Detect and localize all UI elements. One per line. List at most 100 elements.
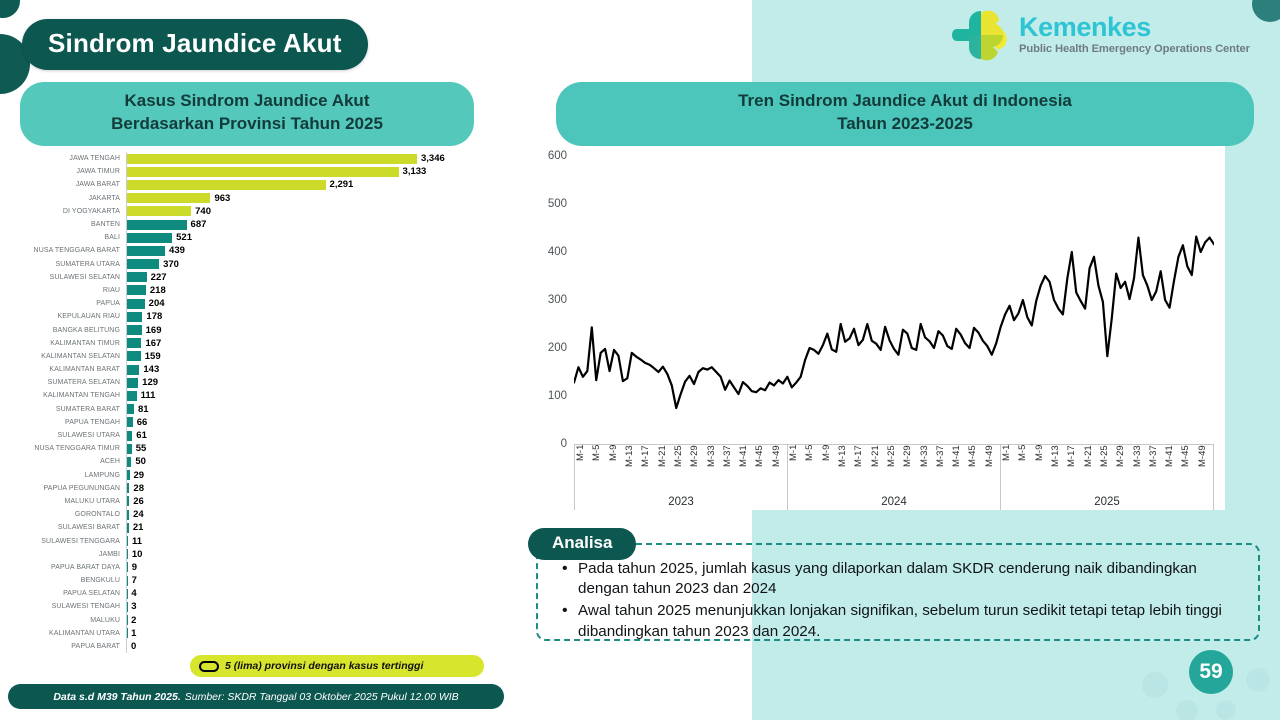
bar-value-label: 28	[133, 482, 144, 494]
bar-row: SULAWESI TENGAH 3	[22, 600, 500, 614]
bar-fill	[127, 417, 133, 428]
bar-track: 159	[126, 349, 500, 363]
analysis-box: Pada tahun 2025, jumlah kasus yang dilap…	[536, 543, 1260, 641]
bar-fill	[127, 536, 128, 547]
watermark-dot-2	[1176, 700, 1198, 720]
bar-category-label: BANGKA BELITUNG	[52, 326, 120, 334]
bar-row: MALUKU 2	[22, 613, 500, 627]
corner-circle-top-right	[1252, 0, 1280, 22]
bar-value-label: 66	[136, 416, 148, 428]
bar-value-label: 9	[131, 561, 138, 573]
bar-row: SUMATERA SELATAN 129	[22, 376, 500, 390]
bar-track: 4	[126, 587, 500, 601]
bar-category-label: PAPUA PEGUNUNGAN	[43, 484, 120, 492]
bar-track: 129	[126, 376, 500, 390]
bar-category-label: KALIMANTAN BARAT	[49, 366, 120, 374]
bar-value-label: 7	[131, 575, 137, 587]
bar-category-label: PAPUA BARAT	[71, 643, 120, 651]
bar-category-label: JAWA TIMUR	[76, 168, 120, 176]
bar-category-label: PAPUA	[96, 300, 120, 308]
bar-category-label: SUMATERA BARAT	[55, 405, 120, 413]
bar-track: 687	[126, 217, 500, 232]
bar-fill	[127, 430, 133, 441]
bar-fill	[127, 351, 141, 362]
x-tick-label: M-25	[672, 445, 684, 467]
bar-category-label: NUSA TENGGARA BARAT	[33, 247, 120, 255]
x-tick-row: M-1 M-5 M-9 M-13 M-17 M-21 M-25 M-29 M-33 M-37 M-4…	[575, 445, 787, 489]
bar-row: BANGKA BELITUNG 169	[22, 323, 500, 337]
bar-category-label: JAKARTA	[88, 194, 120, 202]
bar-fill	[127, 390, 137, 401]
trend-chart-heading-line2: Tahun 2023-2025	[837, 113, 973, 133]
bar-value-label: 3,133	[402, 166, 427, 178]
bar-fill	[127, 470, 130, 481]
x-tick-label: M-13	[836, 445, 848, 467]
bar-row: ACEH 50	[22, 455, 500, 469]
bar-category-label: BANTEN	[91, 221, 120, 229]
bar-category-label: MALUKU UTARA	[64, 497, 120, 505]
x-tick-label: M-33	[1131, 445, 1143, 467]
bar-category-label: BENGKULU	[80, 577, 120, 585]
corner-circle-top-left-small	[0, 0, 20, 18]
bar-row: NUSA TENGGARA BARAT 439	[22, 244, 500, 258]
bar-value-label: 687	[190, 219, 207, 231]
bar-value-label: 55	[135, 443, 147, 455]
bar-row: LAMPUNG 29	[22, 468, 500, 482]
bar-category-label: NUSA TENGGARA TIMUR	[34, 445, 120, 453]
bar-row: MALUKU UTARA 26	[22, 494, 500, 509]
x-tick-label: M-33	[705, 445, 717, 467]
bar-fill	[127, 272, 147, 283]
kemenkes-logo-text: Kemenkes Public Health Emergency Operati…	[1019, 14, 1250, 55]
bar-row: KALIMANTAN TIMUR 167	[22, 336, 500, 350]
bar-track: 169	[126, 323, 500, 337]
x-tick-label: M-37	[1147, 445, 1159, 467]
y-tick-label: 400	[547, 246, 567, 258]
kemenkes-logo-icon	[952, 9, 1010, 61]
x-tick-label: M-5	[1017, 445, 1029, 462]
bar-track: 143	[126, 363, 500, 377]
bar-category-label: JAWA TENGAH	[69, 155, 120, 163]
left-chart-heading-line2: Berdasarkan Provinsi Tahun 2025	[111, 113, 383, 133]
bar-value-label: 159	[144, 350, 161, 362]
bar-row: KALIMANTAN TENGAH 111	[22, 389, 500, 403]
bar-value-label: 218	[149, 284, 166, 296]
watermark-dot-4	[1246, 668, 1270, 692]
bar-row: SULAWESI TENGGARA 11	[22, 534, 500, 548]
bar-value-label: 3	[131, 601, 137, 613]
bar-category-label: SULAWESI TENGGARA	[41, 537, 120, 545]
y-tick-label: 500	[547, 198, 567, 210]
bar-row: BENGKULU 7	[22, 574, 500, 588]
bar-category-label: PAPUA TENGAH	[64, 418, 120, 426]
bar-track: 370	[126, 257, 500, 271]
bar-row: PAPUA BARAT 0	[22, 639, 500, 654]
bar-track: 963	[126, 191, 500, 205]
bar-track: 55	[126, 442, 500, 456]
x-tick-label: M-29	[689, 445, 701, 467]
bar-track: 0	[126, 639, 500, 654]
x-tick-label: M-13	[1049, 445, 1061, 467]
bar-value-label: 740	[195, 205, 211, 217]
bar-track: 740	[126, 204, 500, 218]
y-tick-label: 200	[547, 342, 567, 354]
bar-value-label: 81	[138, 403, 149, 415]
bar-category-label: BALI	[104, 234, 120, 242]
bar-category-label: SULAWESI SELATAN	[49, 273, 120, 281]
analysis-bullet: Awal tahun 2025 menunjukkan lonjakan sig…	[556, 600, 1242, 641]
legend-swatch-icon	[199, 660, 219, 672]
bar-track: 3	[126, 600, 500, 614]
bar-row: DI YOGYAKARTA 740	[22, 204, 500, 218]
x-tick-label: M-45	[967, 445, 979, 467]
bar-category-label: ACEH	[100, 458, 120, 466]
bar-fill	[127, 338, 142, 349]
bar-row: SULAWESI BARAT 21	[22, 521, 500, 535]
bar-fill	[127, 377, 139, 388]
bar-row: SULAWESI UTARA 61	[22, 428, 500, 443]
x-tick-label: M-49	[770, 445, 782, 467]
bar-category-label: SULAWESI UTARA	[57, 432, 120, 440]
x-tick-label: M-37	[934, 445, 946, 467]
bar-category-label: SULAWESI TENGAH	[51, 603, 120, 611]
logo-brand-name: Kemenkes	[1019, 12, 1151, 43]
bar-row: PAPUA TENGAH 66	[22, 415, 500, 429]
bar-value-label: 29	[133, 469, 145, 481]
bar-value-label: 11	[131, 535, 142, 547]
